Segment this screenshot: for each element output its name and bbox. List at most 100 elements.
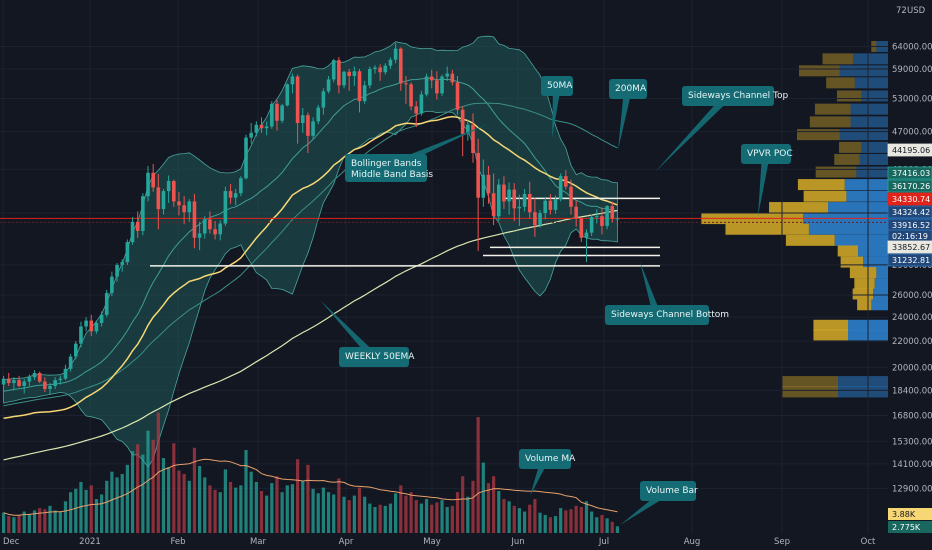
volume-bar: [424, 499, 429, 540]
volume-bar: [17, 514, 21, 540]
price-axis[interactable]: 72USD64000.0059000.0053000.0047000.00410…: [887, 0, 932, 550]
candle-body: [17, 380, 21, 386]
vpvr-volume-bar: [857, 299, 872, 311]
volume-bar: [363, 496, 367, 540]
vpvr-volume-bar: [871, 299, 888, 311]
callout-pointer: [655, 93, 731, 172]
volume-tag: [888, 508, 932, 520]
callout-text: 200MA: [615, 84, 647, 94]
candle-body: [280, 105, 284, 121]
candle-body: [466, 124, 470, 135]
candle-body: [409, 84, 413, 107]
volume-bar: [543, 514, 547, 540]
vpvr-volume-bar: [815, 166, 857, 178]
callout-200ma: 200MA: [609, 79, 647, 150]
bollinger-middle-band: [3, 77, 618, 392]
vpvr-volume-bar: [840, 256, 864, 268]
volume-ma-line: [3, 458, 618, 516]
price-tick-label: 24000.00: [892, 313, 932, 323]
candle-body: [73, 343, 78, 357]
volume-bar: [326, 492, 331, 540]
price-tag-label: 02:16:19: [892, 232, 928, 241]
vpvr-volume-bar: [834, 234, 888, 246]
volume-bar: [321, 487, 325, 540]
vpvr-volume-bar: [836, 90, 862, 102]
candle-body: [522, 193, 527, 207]
callout-text: Volume Bar: [646, 486, 698, 496]
candle-body: [264, 126, 269, 129]
volume-bar: [136, 444, 140, 540]
volume-bar: [94, 499, 99, 540]
candle-body: [22, 381, 27, 386]
vpvr-volume-bar: [858, 245, 888, 257]
vpvr-volume-bar: [826, 77, 855, 89]
volume-bar: [239, 485, 243, 540]
volume-bar: [84, 489, 88, 540]
callout-channel-top: Sideways Channel Top: [655, 86, 789, 172]
price-tag-label: 33852.67: [892, 243, 930, 252]
candle-body: [89, 320, 94, 332]
candle-body: [383, 65, 388, 73]
candle-body: [331, 60, 336, 80]
candle-body: [347, 71, 351, 77]
volume-bar: [399, 485, 403, 540]
vpvr-volume-bar: [856, 166, 888, 178]
time-tick-label: May: [423, 537, 441, 547]
candle-body: [208, 219, 212, 230]
price-tag: [887, 166, 932, 180]
volume-bar: [7, 516, 11, 540]
volume-bar: [507, 501, 511, 540]
vpvr-volume-bar: [849, 267, 877, 279]
candle-body: [1, 378, 6, 385]
moving-averages: [3, 102, 618, 461]
volume-bar: [223, 469, 227, 540]
candle-body: [424, 76, 429, 95]
volume-bar: [99, 494, 104, 540]
volume-bar: [522, 511, 527, 540]
vpvr-volume-bar: [799, 65, 840, 77]
currency-label[interactable]: USD: [907, 6, 926, 16]
volume-bar: [394, 493, 398, 540]
volume-bar: [450, 505, 454, 540]
price-tick-label: 53000.00: [892, 95, 932, 105]
price-tag-label: 36170.26: [892, 182, 930, 191]
callout-channel-bottom: Sideways Channel Bottom: [605, 262, 729, 325]
callout-text: Sideways Channel Bottom: [611, 310, 729, 320]
volume-bar: [316, 493, 320, 540]
vpvr-volume-bar: [813, 319, 849, 331]
vpvr-volume-bar: [863, 256, 888, 268]
volume-bar: [610, 521, 614, 540]
candle-body: [187, 201, 192, 213]
volume-bar: [378, 504, 382, 540]
price-tick-label: 12900.00: [892, 484, 932, 494]
candle-body: [275, 103, 279, 121]
candle-body: [584, 232, 589, 238]
volume-bar: [161, 458, 166, 540]
candle-body: [249, 132, 253, 138]
candle-body: [43, 381, 47, 389]
volume-bar: [528, 504, 532, 540]
volume-bar: [368, 503, 372, 540]
candle-body: [177, 201, 181, 206]
time-tick-label: 2021: [79, 537, 101, 547]
candle-body: [166, 181, 171, 192]
candle-body: [63, 368, 68, 379]
vpvr-volume-bar: [854, 77, 888, 89]
time-axis[interactable]: Dec 2021 Feb Mar Apr May Jun Jul Aug Sep Oct: [0, 533, 888, 550]
volume-bar: [177, 470, 181, 540]
volume-bar: [218, 492, 222, 540]
volume-bar: [254, 481, 258, 540]
volume-bar: [22, 511, 26, 540]
volume-bar: [492, 476, 496, 540]
volume-bar: [569, 509, 573, 540]
vpvr-volume-bar: [838, 376, 888, 388]
volume-bar: [141, 454, 145, 540]
candle-body: [440, 76, 444, 94]
price-tag: [887, 240, 932, 254]
callout-pointer: [618, 88, 632, 150]
callout-volume-ma: Volume MA: [519, 449, 576, 496]
candle-body: [300, 115, 305, 124]
price-tag: [887, 143, 932, 157]
volume-bar: [74, 488, 78, 540]
